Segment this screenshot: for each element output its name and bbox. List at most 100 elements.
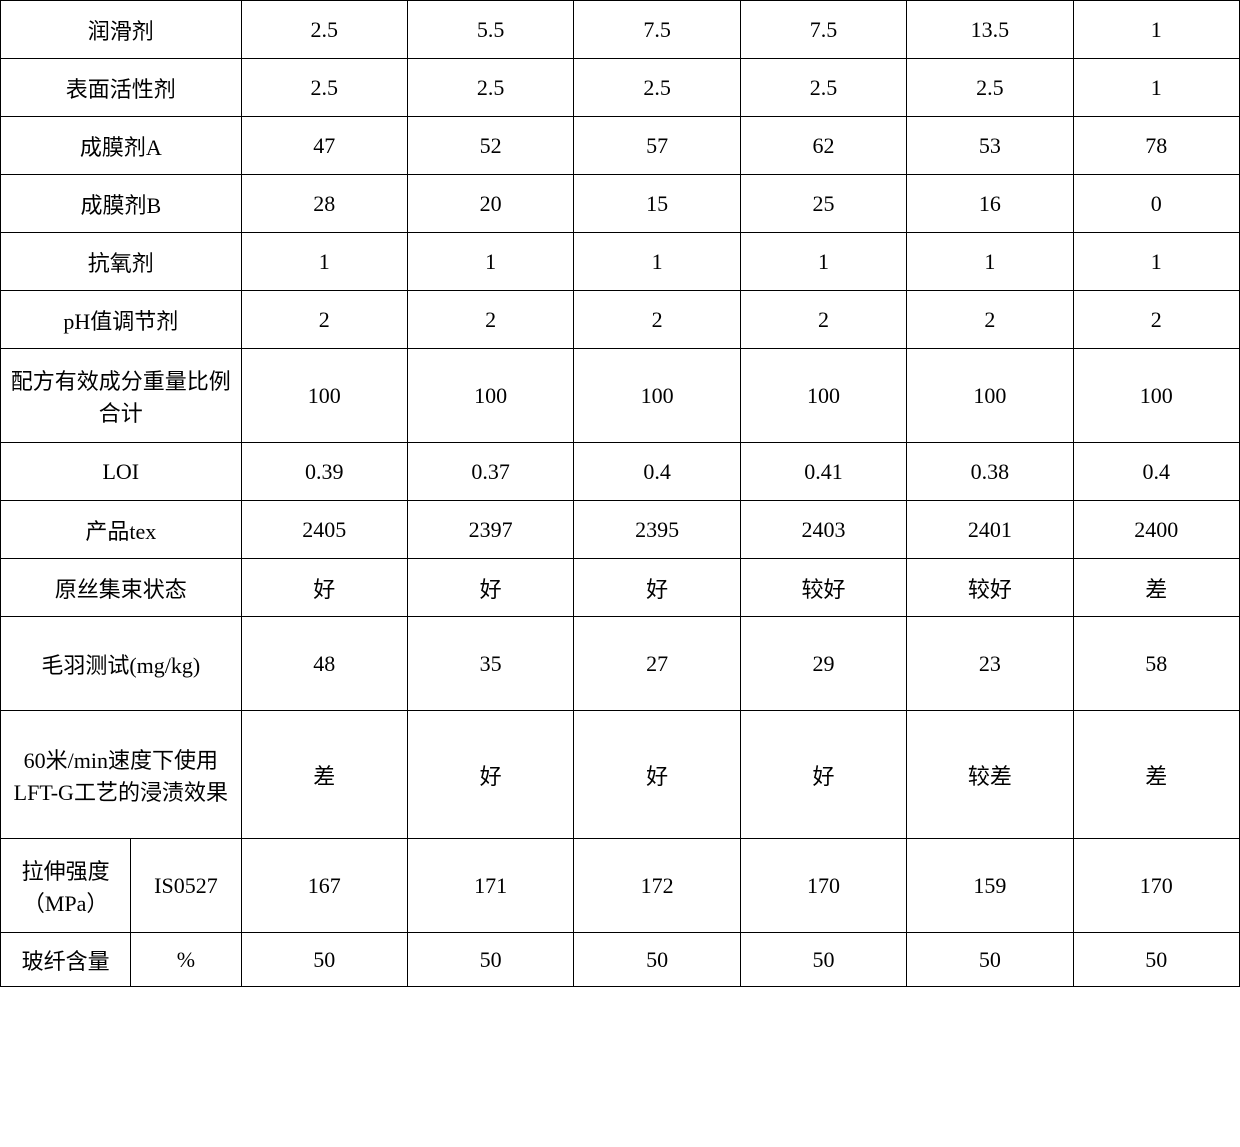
- cell-value: 25: [740, 175, 906, 233]
- cell-value: 50: [907, 933, 1073, 987]
- table-row: 抗氧剂111111: [1, 233, 1240, 291]
- cell-value: 28: [241, 175, 407, 233]
- cell-value: 167: [241, 839, 407, 933]
- cell-value: 62: [740, 117, 906, 175]
- row-label: pH值调节剂: [1, 291, 242, 349]
- row-label: 成膜剂B: [1, 175, 242, 233]
- cell-value: 2.5: [740, 59, 906, 117]
- cell-value: 50: [1073, 933, 1239, 987]
- cell-value: 1: [1073, 233, 1239, 291]
- cell-value: 100: [907, 349, 1073, 443]
- cell-value: 好: [740, 711, 906, 839]
- cell-value: 170: [1073, 839, 1239, 933]
- cell-value: 58: [1073, 617, 1239, 711]
- table-row: LOI0.390.370.40.410.380.4: [1, 443, 1240, 501]
- cell-value: 0.41: [740, 443, 906, 501]
- cell-value: 2400: [1073, 501, 1239, 559]
- cell-value: 0.38: [907, 443, 1073, 501]
- cell-value: 1: [407, 233, 573, 291]
- cell-value: 好: [574, 711, 740, 839]
- cell-value: 50: [407, 933, 573, 987]
- cell-value: 57: [574, 117, 740, 175]
- table-row: 拉伸强度（MPa）IS0527167171172170159170: [1, 839, 1240, 933]
- cell-value: 2: [907, 291, 1073, 349]
- table-row: pH值调节剂222222: [1, 291, 1240, 349]
- cell-value: 差: [241, 711, 407, 839]
- cell-value: 2.5: [907, 59, 1073, 117]
- cell-value: 7.5: [740, 1, 906, 59]
- cell-value: 0: [1073, 175, 1239, 233]
- cell-value: 2.5: [241, 1, 407, 59]
- table-row: 成膜剂A475257625378: [1, 117, 1240, 175]
- cell-value: 20: [407, 175, 573, 233]
- row-label-right: IS0527: [131, 839, 241, 933]
- cell-value: 2: [407, 291, 573, 349]
- row-label: 抗氧剂: [1, 233, 242, 291]
- row-label: 配方有效成分重量比例合计: [1, 349, 242, 443]
- table-row: 润滑剂2.55.57.57.513.51: [1, 1, 1240, 59]
- cell-value: 好: [574, 559, 740, 617]
- cell-value: 0.37: [407, 443, 573, 501]
- cell-value: 15: [574, 175, 740, 233]
- row-label: 成膜剂A: [1, 117, 242, 175]
- cell-value: 2.5: [241, 59, 407, 117]
- cell-value: 5.5: [407, 1, 573, 59]
- cell-value: 100: [1073, 349, 1239, 443]
- cell-value: 29: [740, 617, 906, 711]
- cell-value: 53: [907, 117, 1073, 175]
- data-table: 润滑剂2.55.57.57.513.51表面活性剂2.52.52.52.52.5…: [0, 0, 1240, 987]
- cell-value: 2397: [407, 501, 573, 559]
- cell-value: 47: [241, 117, 407, 175]
- cell-value: 差: [1073, 711, 1239, 839]
- cell-value: 好: [241, 559, 407, 617]
- cell-value: 2.5: [574, 59, 740, 117]
- table-row: 配方有效成分重量比例合计100100100100100100: [1, 349, 1240, 443]
- cell-value: 0.4: [574, 443, 740, 501]
- cell-value: 2405: [241, 501, 407, 559]
- cell-value: 159: [907, 839, 1073, 933]
- cell-value: 50: [241, 933, 407, 987]
- cell-value: 78: [1073, 117, 1239, 175]
- row-label: 毛羽测试(mg/kg): [1, 617, 242, 711]
- row-label-left: 拉伸强度（MPa）: [1, 839, 131, 933]
- cell-value: 172: [574, 839, 740, 933]
- row-label: 表面活性剂: [1, 59, 242, 117]
- cell-value: 好: [407, 711, 573, 839]
- cell-value: 35: [407, 617, 573, 711]
- cell-value: 1: [1073, 1, 1239, 59]
- table-row: 原丝集束状态好好好较好较好差: [1, 559, 1240, 617]
- table-row: 毛羽测试(mg/kg)483527292358: [1, 617, 1240, 711]
- cell-value: 差: [1073, 559, 1239, 617]
- row-label-left: 玻纤含量: [1, 933, 131, 987]
- table-row: 表面活性剂2.52.52.52.52.51: [1, 59, 1240, 117]
- cell-value: 170: [740, 839, 906, 933]
- cell-value: 100: [241, 349, 407, 443]
- cell-value: 2403: [740, 501, 906, 559]
- cell-value: 100: [407, 349, 573, 443]
- table-row: 玻纤含量%505050505050: [1, 933, 1240, 987]
- cell-value: 16: [907, 175, 1073, 233]
- cell-value: 13.5: [907, 1, 1073, 59]
- cell-value: 2.5: [407, 59, 573, 117]
- cell-value: 2: [574, 291, 740, 349]
- cell-value: 0.39: [241, 443, 407, 501]
- cell-value: 52: [407, 117, 573, 175]
- cell-value: 171: [407, 839, 573, 933]
- cell-value: 2: [241, 291, 407, 349]
- cell-value: 50: [574, 933, 740, 987]
- cell-value: 23: [907, 617, 1073, 711]
- cell-value: 1: [740, 233, 906, 291]
- row-label: 原丝集束状态: [1, 559, 242, 617]
- cell-value: 100: [574, 349, 740, 443]
- row-label: 60米/min速度下使用LFT-G工艺的浸渍效果: [1, 711, 242, 839]
- cell-value: 较差: [907, 711, 1073, 839]
- row-label: LOI: [1, 443, 242, 501]
- row-label: 产品tex: [1, 501, 242, 559]
- cell-value: 100: [740, 349, 906, 443]
- table-row: 成膜剂B28201525160: [1, 175, 1240, 233]
- cell-value: 2: [740, 291, 906, 349]
- cell-value: 1: [907, 233, 1073, 291]
- table-row: 60米/min速度下使用LFT-G工艺的浸渍效果差好好好较差差: [1, 711, 1240, 839]
- cell-value: 1: [1073, 59, 1239, 117]
- cell-value: 48: [241, 617, 407, 711]
